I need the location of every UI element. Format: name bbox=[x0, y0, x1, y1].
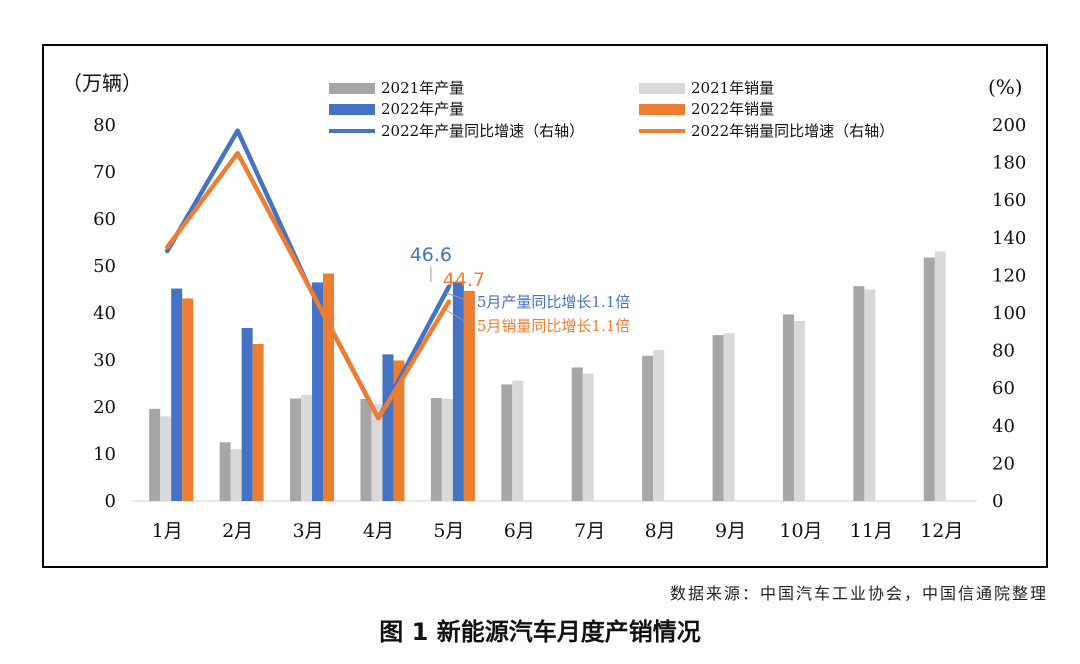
y-left-tick-label: 40 bbox=[93, 303, 116, 324]
x-tick-label: 12月 bbox=[920, 520, 963, 542]
y-right-unit: (%) bbox=[988, 75, 1023, 99]
x-tick-label: 3月 bbox=[292, 520, 323, 542]
y-right-tick-label: 120 bbox=[992, 265, 1026, 286]
bar-2021年销量 bbox=[441, 399, 453, 501]
annotation-production-growth: 5月产量同比增长1.1倍 bbox=[477, 293, 630, 311]
chart-frame: 0 10 20 30 40 50 60 70 80 0 20 40 60 80 100 120 140 160 18… bbox=[42, 44, 1048, 568]
legend-label: 2022年销量同比增速（右轴） bbox=[691, 122, 894, 140]
legend-label: 2021年销量 bbox=[691, 79, 774, 97]
bar-2021年产量 bbox=[149, 408, 161, 501]
y-left-tick-label: 80 bbox=[93, 115, 116, 136]
bar-2021年产量 bbox=[219, 442, 231, 501]
legend-swatch-2022年产量 bbox=[329, 104, 375, 115]
bar-2021年销量 bbox=[653, 350, 665, 501]
bar-2021年销量 bbox=[371, 404, 383, 501]
y-left-tick-label: 70 bbox=[93, 162, 116, 183]
bar-2021年销量 bbox=[723, 333, 735, 501]
legend-swatch-2021年产量 bbox=[329, 83, 375, 94]
y-left-tick-label: 50 bbox=[93, 256, 116, 277]
x-tick-label: 9月 bbox=[715, 520, 746, 542]
bar-2022年产量 bbox=[241, 328, 253, 501]
x-tick-label: 4月 bbox=[363, 520, 394, 542]
bar-2021年产量 bbox=[290, 398, 302, 501]
bar-2022年销量 bbox=[182, 298, 194, 501]
annotation-sales-growth: 5月销量同比增长1.1倍 bbox=[477, 317, 630, 335]
x-tick-label: 6月 bbox=[504, 520, 535, 542]
bar-2021年销量 bbox=[793, 320, 805, 501]
data-source-note: 数据来源：中国汽车工业协会，中国信通院整理 bbox=[669, 584, 1048, 603]
x-tick-label: 10月 bbox=[779, 520, 822, 542]
legend-label: 2021年产量 bbox=[381, 79, 464, 97]
y-right-tick-label: 180 bbox=[992, 153, 1026, 174]
bar-2022年销量 bbox=[252, 344, 264, 501]
chart: 0 10 20 30 40 50 60 70 80 0 20 40 60 80 100 120 140 160 18… bbox=[62, 71, 1026, 542]
y-left-tick-label: 30 bbox=[93, 350, 116, 371]
y-right-tick-label: 40 bbox=[992, 416, 1015, 437]
bar-2021年产量 bbox=[712, 335, 724, 501]
bar-2022年销量 bbox=[323, 273, 335, 501]
y-right-tick-label: 100 bbox=[992, 303, 1026, 324]
bar-2021年产量 bbox=[923, 257, 935, 501]
y-right-tick-label: 140 bbox=[992, 228, 1026, 249]
annotation-leader bbox=[445, 292, 474, 303]
bar-2022年产量 bbox=[312, 282, 324, 501]
y-right-tick-label: 0 bbox=[992, 491, 1003, 512]
x-tick-label: 7月 bbox=[574, 520, 605, 542]
x-tick-label: 1月 bbox=[152, 520, 183, 542]
x-tick-label: 5月 bbox=[433, 520, 464, 542]
bar-2021年产量 bbox=[360, 399, 372, 501]
bar-2021年产量 bbox=[571, 367, 583, 501]
legend-swatch-2021年销量 bbox=[639, 83, 685, 94]
legend-label: 2022年产量同比增速（右轴） bbox=[381, 122, 584, 140]
y-left-unit: （万辆） bbox=[62, 71, 142, 95]
bar-2022年产量 bbox=[171, 288, 183, 501]
legend-swatch-2022年销量 bbox=[639, 104, 685, 115]
bar-2021年产量 bbox=[430, 398, 442, 501]
y-right-tick-label: 60 bbox=[992, 378, 1015, 399]
y-right-tick-label: 160 bbox=[992, 190, 1026, 211]
y-left-tick-label: 0 bbox=[105, 491, 116, 512]
figure-caption: 图 1 新能源汽车月度产销情况 bbox=[379, 618, 701, 646]
line-2022年销量同比增速（右轴） bbox=[164, 150, 452, 421]
bar-2021年销量 bbox=[230, 449, 242, 501]
x-tick-label: 2月 bbox=[222, 520, 253, 542]
bar-2021年销量 bbox=[864, 289, 876, 501]
y-right-tick-label: 200 bbox=[992, 115, 1026, 136]
bar-2022年销量 bbox=[393, 360, 405, 501]
bar-2021年产量 bbox=[782, 314, 794, 501]
y-right-tick-label: 20 bbox=[992, 453, 1015, 474]
bar-2021年销量 bbox=[301, 394, 313, 501]
x-tick-label: 8月 bbox=[645, 520, 676, 542]
annotation-leader bbox=[445, 309, 474, 327]
bar-2021年销量 bbox=[160, 416, 172, 501]
bar-2021年产量 bbox=[501, 384, 513, 501]
data-label-2022-sales-may: 44.7 bbox=[443, 269, 485, 291]
x-tick-label: 11月 bbox=[850, 520, 893, 542]
bar-2021年销量 bbox=[582, 373, 594, 501]
bar-2021年销量 bbox=[934, 251, 946, 501]
bar-2021年产量 bbox=[853, 286, 865, 501]
bar-2022年产量 bbox=[452, 281, 464, 501]
y-left-tick-label: 60 bbox=[93, 209, 116, 230]
data-label-2022-production-may: 46.6 bbox=[410, 244, 452, 266]
bar-2021年销量 bbox=[512, 380, 524, 501]
y-right-tick-label: 80 bbox=[992, 341, 1015, 362]
bar-2021年产量 bbox=[642, 355, 654, 501]
y-left-tick-label: 20 bbox=[93, 397, 116, 418]
bar-2022年销量 bbox=[463, 290, 475, 501]
bar-2022年产量 bbox=[382, 354, 394, 501]
legend-label: 2022年销量 bbox=[691, 100, 774, 118]
legend-label: 2022年产量 bbox=[381, 100, 464, 118]
y-left-tick-label: 10 bbox=[93, 444, 116, 465]
